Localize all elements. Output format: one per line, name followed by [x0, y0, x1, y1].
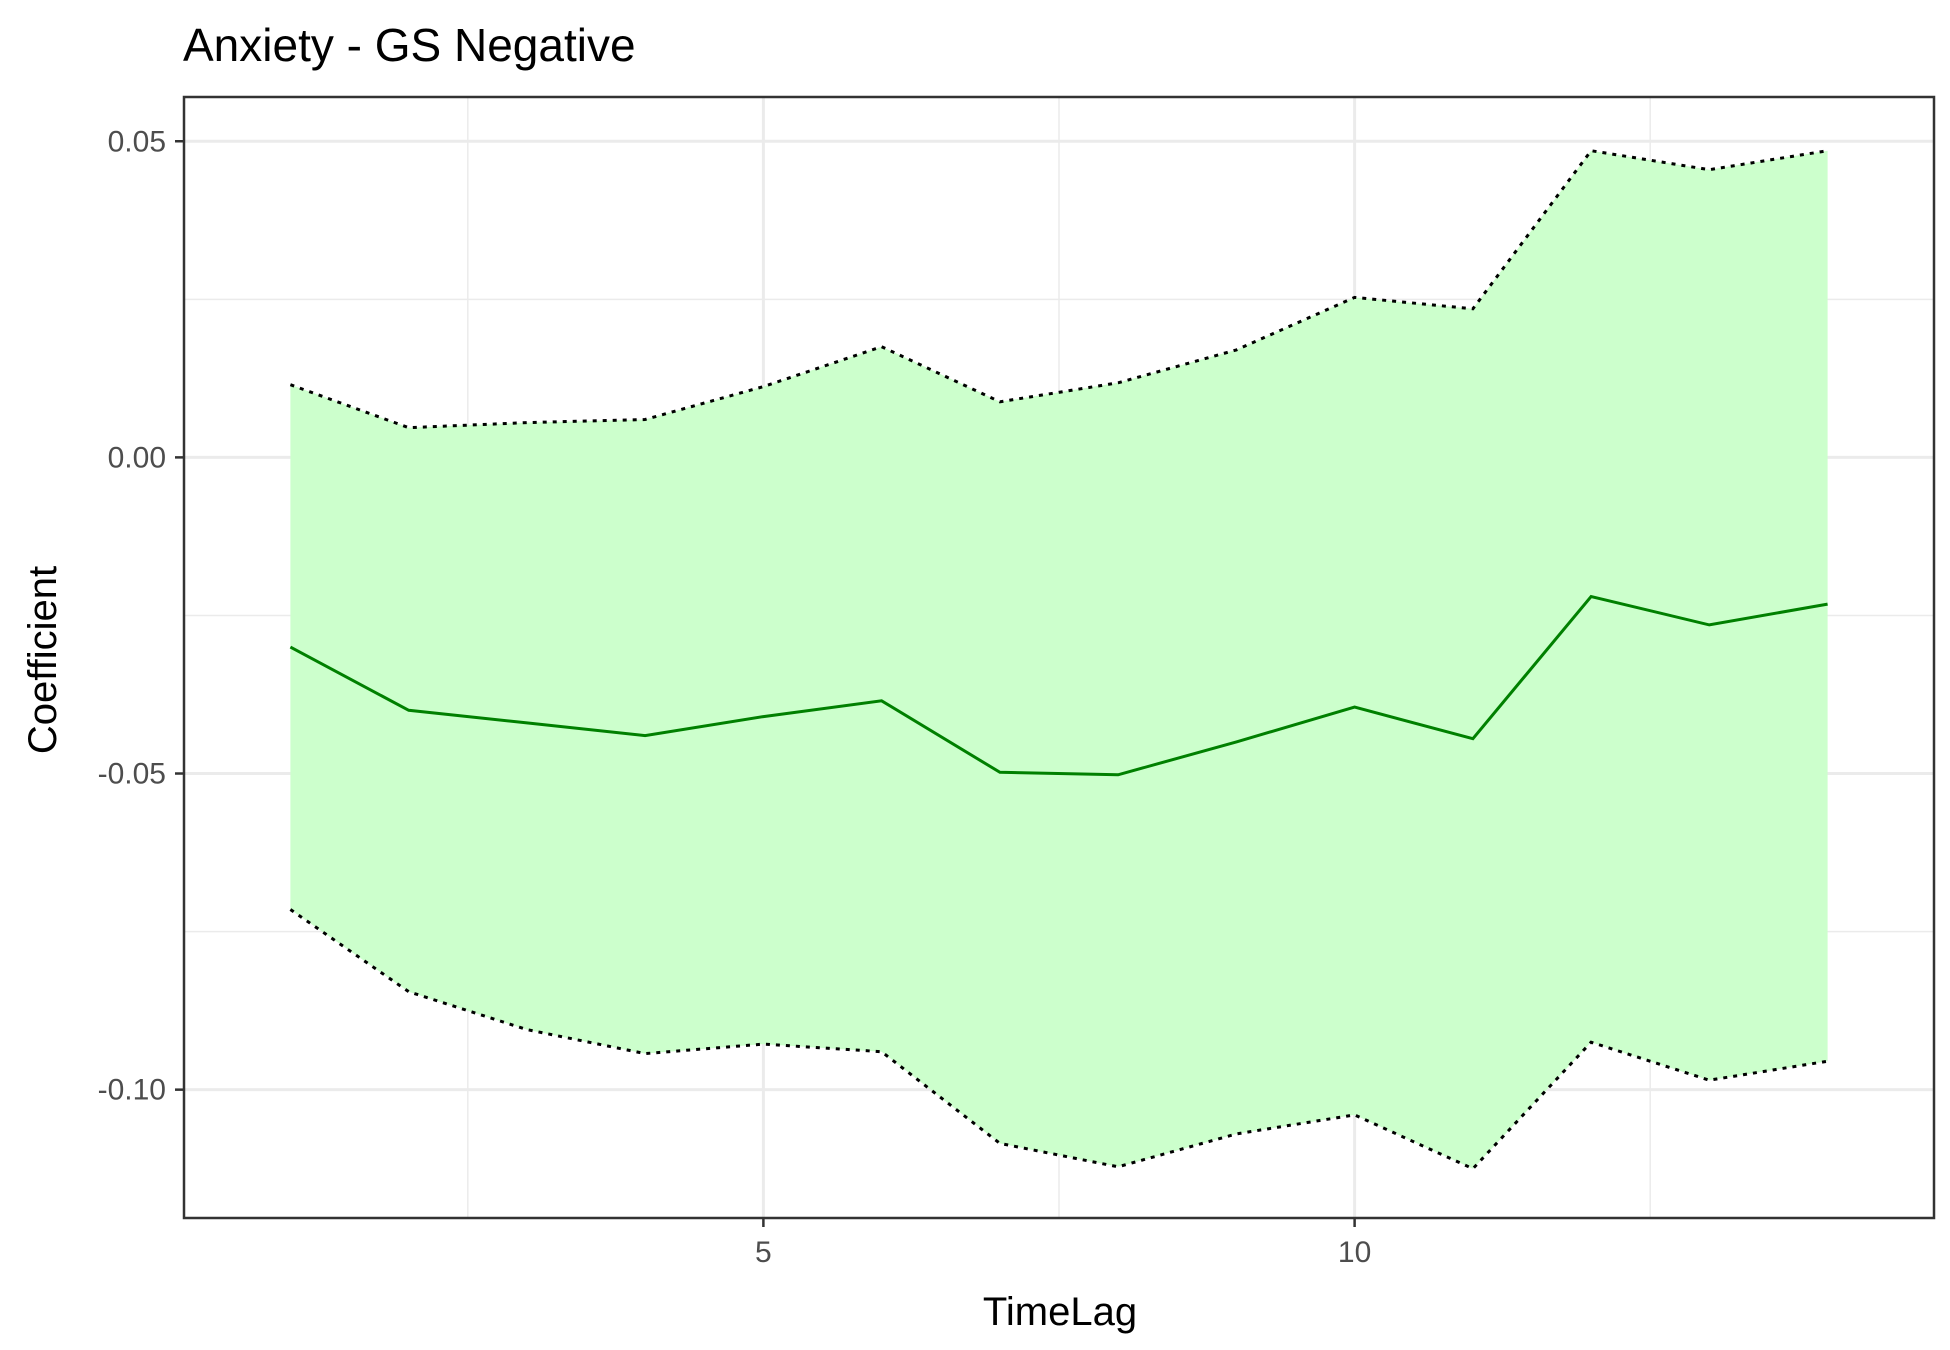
y-tick-label: -0.10 — [98, 1074, 166, 1107]
chart-title: Anxiety - GS Negative — [183, 19, 636, 71]
confidence-ribbon — [290, 150, 1828, 1169]
estimate-line — [289, 594, 1828, 777]
x-tick-label: 10 — [1338, 1236, 1371, 1269]
y-axis-title: Coefficient — [21, 566, 65, 754]
upper-ci-line — [289, 149, 1828, 430]
x-tick-label: 5 — [755, 1236, 772, 1269]
x-axis: 5 10 — [755, 1218, 1371, 1269]
y-tick-label: 0.00 — [108, 441, 166, 474]
lower-ci-line — [289, 908, 1828, 1171]
y-tick-label: -0.05 — [98, 758, 166, 791]
y-tick-label: 0.05 — [108, 125, 166, 158]
y-axis: 0.05 0.00 -0.05 -0.10 — [98, 125, 184, 1107]
x-axis-title: TimeLag — [983, 1290, 1137, 1334]
panel-border — [182, 95, 1936, 1220]
